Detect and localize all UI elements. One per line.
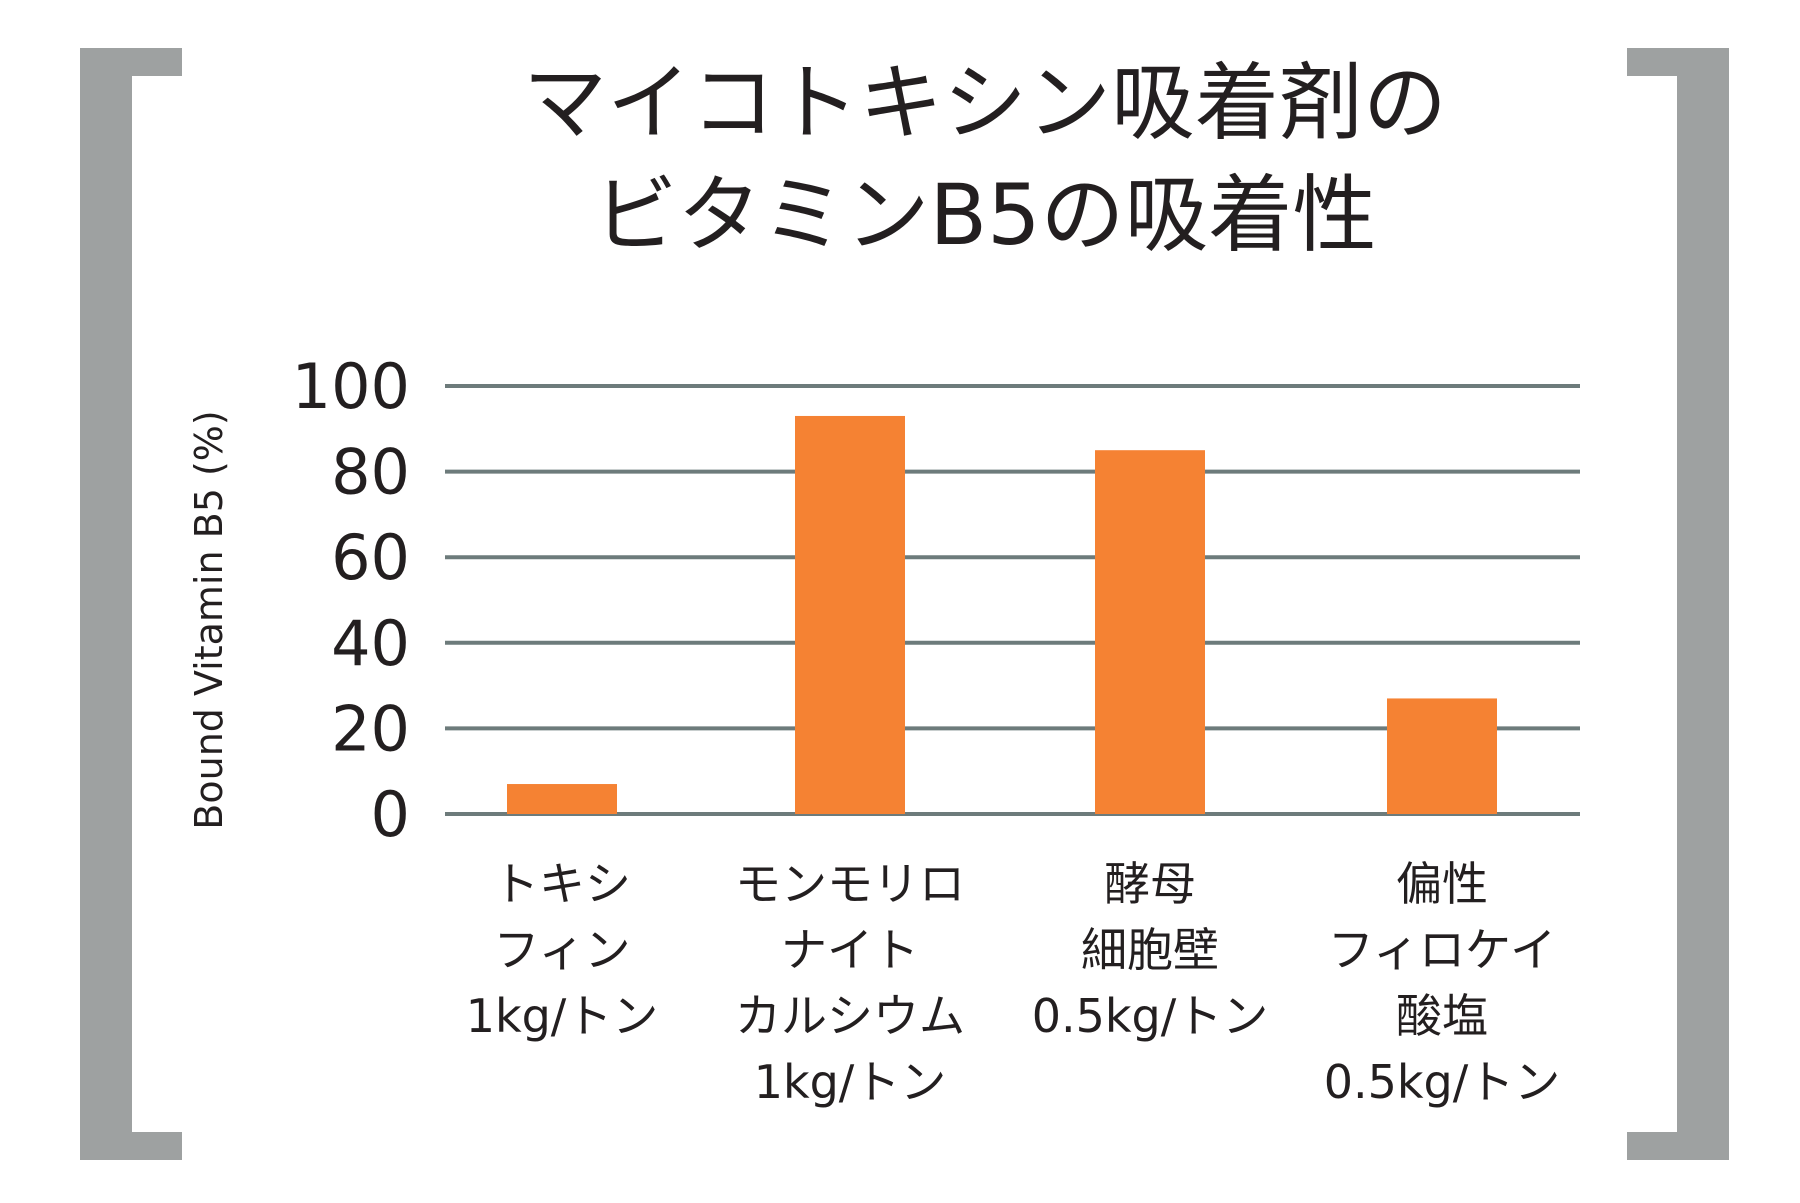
x-category-label-4-line-3: 酸塩 bbox=[1396, 989, 1488, 1043]
x-category-label-3-line-2: 細胞壁 bbox=[1081, 923, 1219, 977]
x-category-label-3-line-1: 酵母 bbox=[1104, 857, 1196, 911]
y-tick-label: 60 bbox=[331, 521, 410, 594]
left-bracket bbox=[80, 48, 182, 1160]
bar-3 bbox=[1095, 450, 1205, 814]
bar-2 bbox=[795, 415, 905, 814]
y-tick-label: 80 bbox=[331, 436, 410, 509]
y-tick-label: 40 bbox=[331, 607, 410, 680]
x-category-label-1-line-3: 1kg/トン bbox=[466, 989, 659, 1043]
gridlines bbox=[445, 384, 1580, 816]
x-category-label-2-line-2: ナイト bbox=[781, 923, 919, 977]
x-category-label-4-line-1: 偏性 bbox=[1396, 857, 1488, 911]
y-tick-label: 20 bbox=[331, 692, 410, 765]
x-category-label-4-line-4: 0.5kg/トン bbox=[1324, 1055, 1561, 1109]
x-category-label-3-line-3: 0.5kg/トン bbox=[1032, 989, 1269, 1043]
right-bracket bbox=[1627, 48, 1729, 1160]
x-category-label-1-line-2: フィン bbox=[493, 923, 630, 977]
x-category-label-1-line-1: トキシ bbox=[493, 857, 631, 911]
x-category-label-2-line-1: モンモリロ bbox=[735, 857, 965, 911]
chart-title-line-2: ビタミンB5の吸着性 bbox=[593, 166, 1376, 264]
y-tick-label: 100 bbox=[292, 350, 410, 423]
x-category-label-4-line-2: フィロケイ bbox=[1328, 923, 1556, 977]
x-category-label-2-line-3: カルシウム bbox=[735, 989, 965, 1043]
x-category-labels: トキシフィン1kg/トンモンモリロナイトカルシウム1kg/トン酵母細胞壁0.5k… bbox=[466, 857, 1561, 1109]
x-category-label-2-line-4: 1kg/トン bbox=[754, 1055, 947, 1109]
bars bbox=[507, 415, 1497, 814]
chart-title-line-1: マイコトキシン吸着剤の bbox=[523, 54, 1447, 152]
bar-1 bbox=[507, 784, 617, 814]
bar-4 bbox=[1387, 698, 1497, 814]
y-tick-label: 0 bbox=[371, 778, 410, 851]
y-axis-label: Bound Vitamin B5 (%) bbox=[187, 410, 231, 829]
y-tick-labels: 100 80 60 40 20 0 bbox=[292, 350, 410, 851]
